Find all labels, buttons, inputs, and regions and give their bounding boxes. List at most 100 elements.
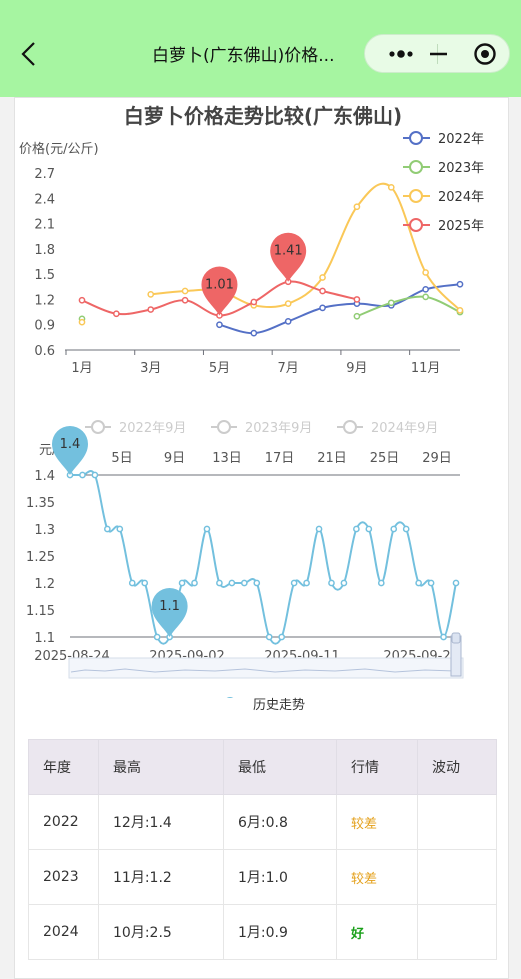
data-point <box>116 525 124 533</box>
max-pin-label: 1.41 <box>274 244 303 259</box>
cell-year: 2024 <box>28 904 99 960</box>
legend-item[interactable]: 2024年 <box>403 189 484 205</box>
y-axis-label: 价格(元/公斤) <box>19 141 99 157</box>
data-point <box>191 579 198 587</box>
table-row: 2023 11月:1.2 1月:1.0 较差 <box>28 849 497 905</box>
min-pin: 1.1 <box>151 587 188 637</box>
data-point <box>365 525 373 533</box>
more-icon <box>389 50 413 58</box>
top-x-tick-label: 9日 <box>164 451 185 466</box>
legend-item-muted[interactable]: 2023年9月 <box>211 420 312 436</box>
close-button[interactable] <box>465 35 505 73</box>
data-point <box>340 579 348 587</box>
data-point <box>440 633 447 641</box>
legend-label: 2024年9月 <box>371 421 438 436</box>
data-point <box>153 633 161 641</box>
series-line <box>356 295 461 318</box>
min-pin-label: 1.01 <box>205 277 234 292</box>
data-point <box>319 274 326 281</box>
data-point <box>141 579 149 587</box>
data-point <box>216 321 223 329</box>
x-tick-label: 1月 <box>71 361 92 376</box>
data-point <box>250 329 258 337</box>
legend-label: 2022年9月 <box>119 421 186 436</box>
data-point <box>390 525 398 533</box>
cell-low: 1月:1.0 <box>223 849 337 905</box>
data-point <box>79 471 86 479</box>
table-row: 2022 12月:1.4 6月:0.8 较差 <box>28 794 497 850</box>
legend-item[interactable]: 2025年 <box>403 218 484 234</box>
max-pin-label: 1.4 <box>60 437 81 452</box>
data-point <box>328 579 335 587</box>
col-year: 年度 <box>28 739 99 795</box>
data-point <box>284 300 292 307</box>
data-point <box>91 471 99 479</box>
data-point <box>353 525 360 533</box>
data-point <box>278 633 286 641</box>
history-line <box>70 470 457 645</box>
legend-label: 2023年 <box>438 161 484 176</box>
cell-low: 1月:0.9 <box>223 904 337 960</box>
legend-item[interactable]: 2022年 <box>403 131 484 147</box>
capsule-menu <box>364 34 510 73</box>
y-tick-label: 1.3 <box>34 523 55 538</box>
data-point <box>228 579 236 587</box>
data-point <box>353 203 361 211</box>
data-point <box>402 525 410 533</box>
data-point <box>422 293 429 301</box>
x-tick-label: 3月 <box>140 361 161 376</box>
legend-item-muted[interactable]: 2022年9月 <box>85 420 186 436</box>
data-point <box>147 306 155 313</box>
yearly-summary-table: 年度 最高 最低 行情 波动 2022 12月:1.4 6月:0.8 较差 20… <box>28 739 497 960</box>
minimize-button[interactable] <box>419 35 457 73</box>
data-point <box>387 183 395 191</box>
max-pin-shape <box>270 232 307 282</box>
y-tick-label: 1.35 <box>26 496 55 511</box>
legend-label: 2024年 <box>438 190 484 205</box>
y-tick-label: 1.2 <box>34 293 55 308</box>
minimize-icon <box>430 52 447 56</box>
back-icon[interactable] <box>18 38 42 70</box>
top-x-tick-label: 21日 <box>317 451 347 466</box>
data-point <box>290 579 298 587</box>
y-tick-label: 0.6 <box>34 344 55 359</box>
series-legend-label: 历史走势 <box>253 698 306 713</box>
zoom-preview-line <box>70 668 456 673</box>
legend-item[interactable]: 2023年 <box>403 160 484 176</box>
data-point <box>377 579 385 587</box>
zoom-handle-grip[interactable] <box>451 632 461 644</box>
data-point <box>265 633 273 641</box>
data-point <box>427 579 435 587</box>
data-point <box>178 579 186 587</box>
y-tick-label: 1.1 <box>34 631 55 646</box>
col-vol: 波动 <box>417 739 497 795</box>
min-pin-label: 1.1 <box>159 599 180 614</box>
data-point <box>181 287 189 295</box>
data-point <box>128 579 136 587</box>
more-button[interactable] <box>373 35 429 73</box>
y-tick-label: 1.4 <box>34 469 55 484</box>
close-target-icon <box>474 43 496 65</box>
cell-high: 11月:1.2 <box>98 849 224 905</box>
y-tick-label: 1.25 <box>26 550 55 565</box>
data-point <box>253 579 261 587</box>
data-point <box>240 579 248 587</box>
top-x-tick-label: 17日 <box>265 451 295 466</box>
cell-high: 12月:1.4 <box>98 794 224 850</box>
data-zoom-slider[interactable] <box>68 632 464 679</box>
price-compare-chart: 白萝卜价格走势比较(广东佛山) 价格(元/公斤) 0.6 0.9 1.2 1.5 1.8… <box>19 104 484 376</box>
min-pin: 1.01 <box>201 266 238 316</box>
cell-vol <box>417 904 497 960</box>
top-x-tick-label: 13日 <box>212 451 242 466</box>
data-point <box>104 525 111 533</box>
legend-marker <box>217 420 231 434</box>
table-header-row: 年度 最高 最低 行情 波动 <box>28 739 497 795</box>
min-pin-shape <box>201 266 238 316</box>
data-point <box>452 579 460 587</box>
cell-year: 2022 <box>28 794 99 850</box>
data-point <box>315 525 323 533</box>
y-tick-label: 2.4 <box>34 192 55 207</box>
legend-item-muted[interactable]: 2024年9月 <box>337 420 438 436</box>
x-tick-label: 5月 <box>209 361 230 376</box>
y-tick-label: 0.9 <box>34 319 55 334</box>
